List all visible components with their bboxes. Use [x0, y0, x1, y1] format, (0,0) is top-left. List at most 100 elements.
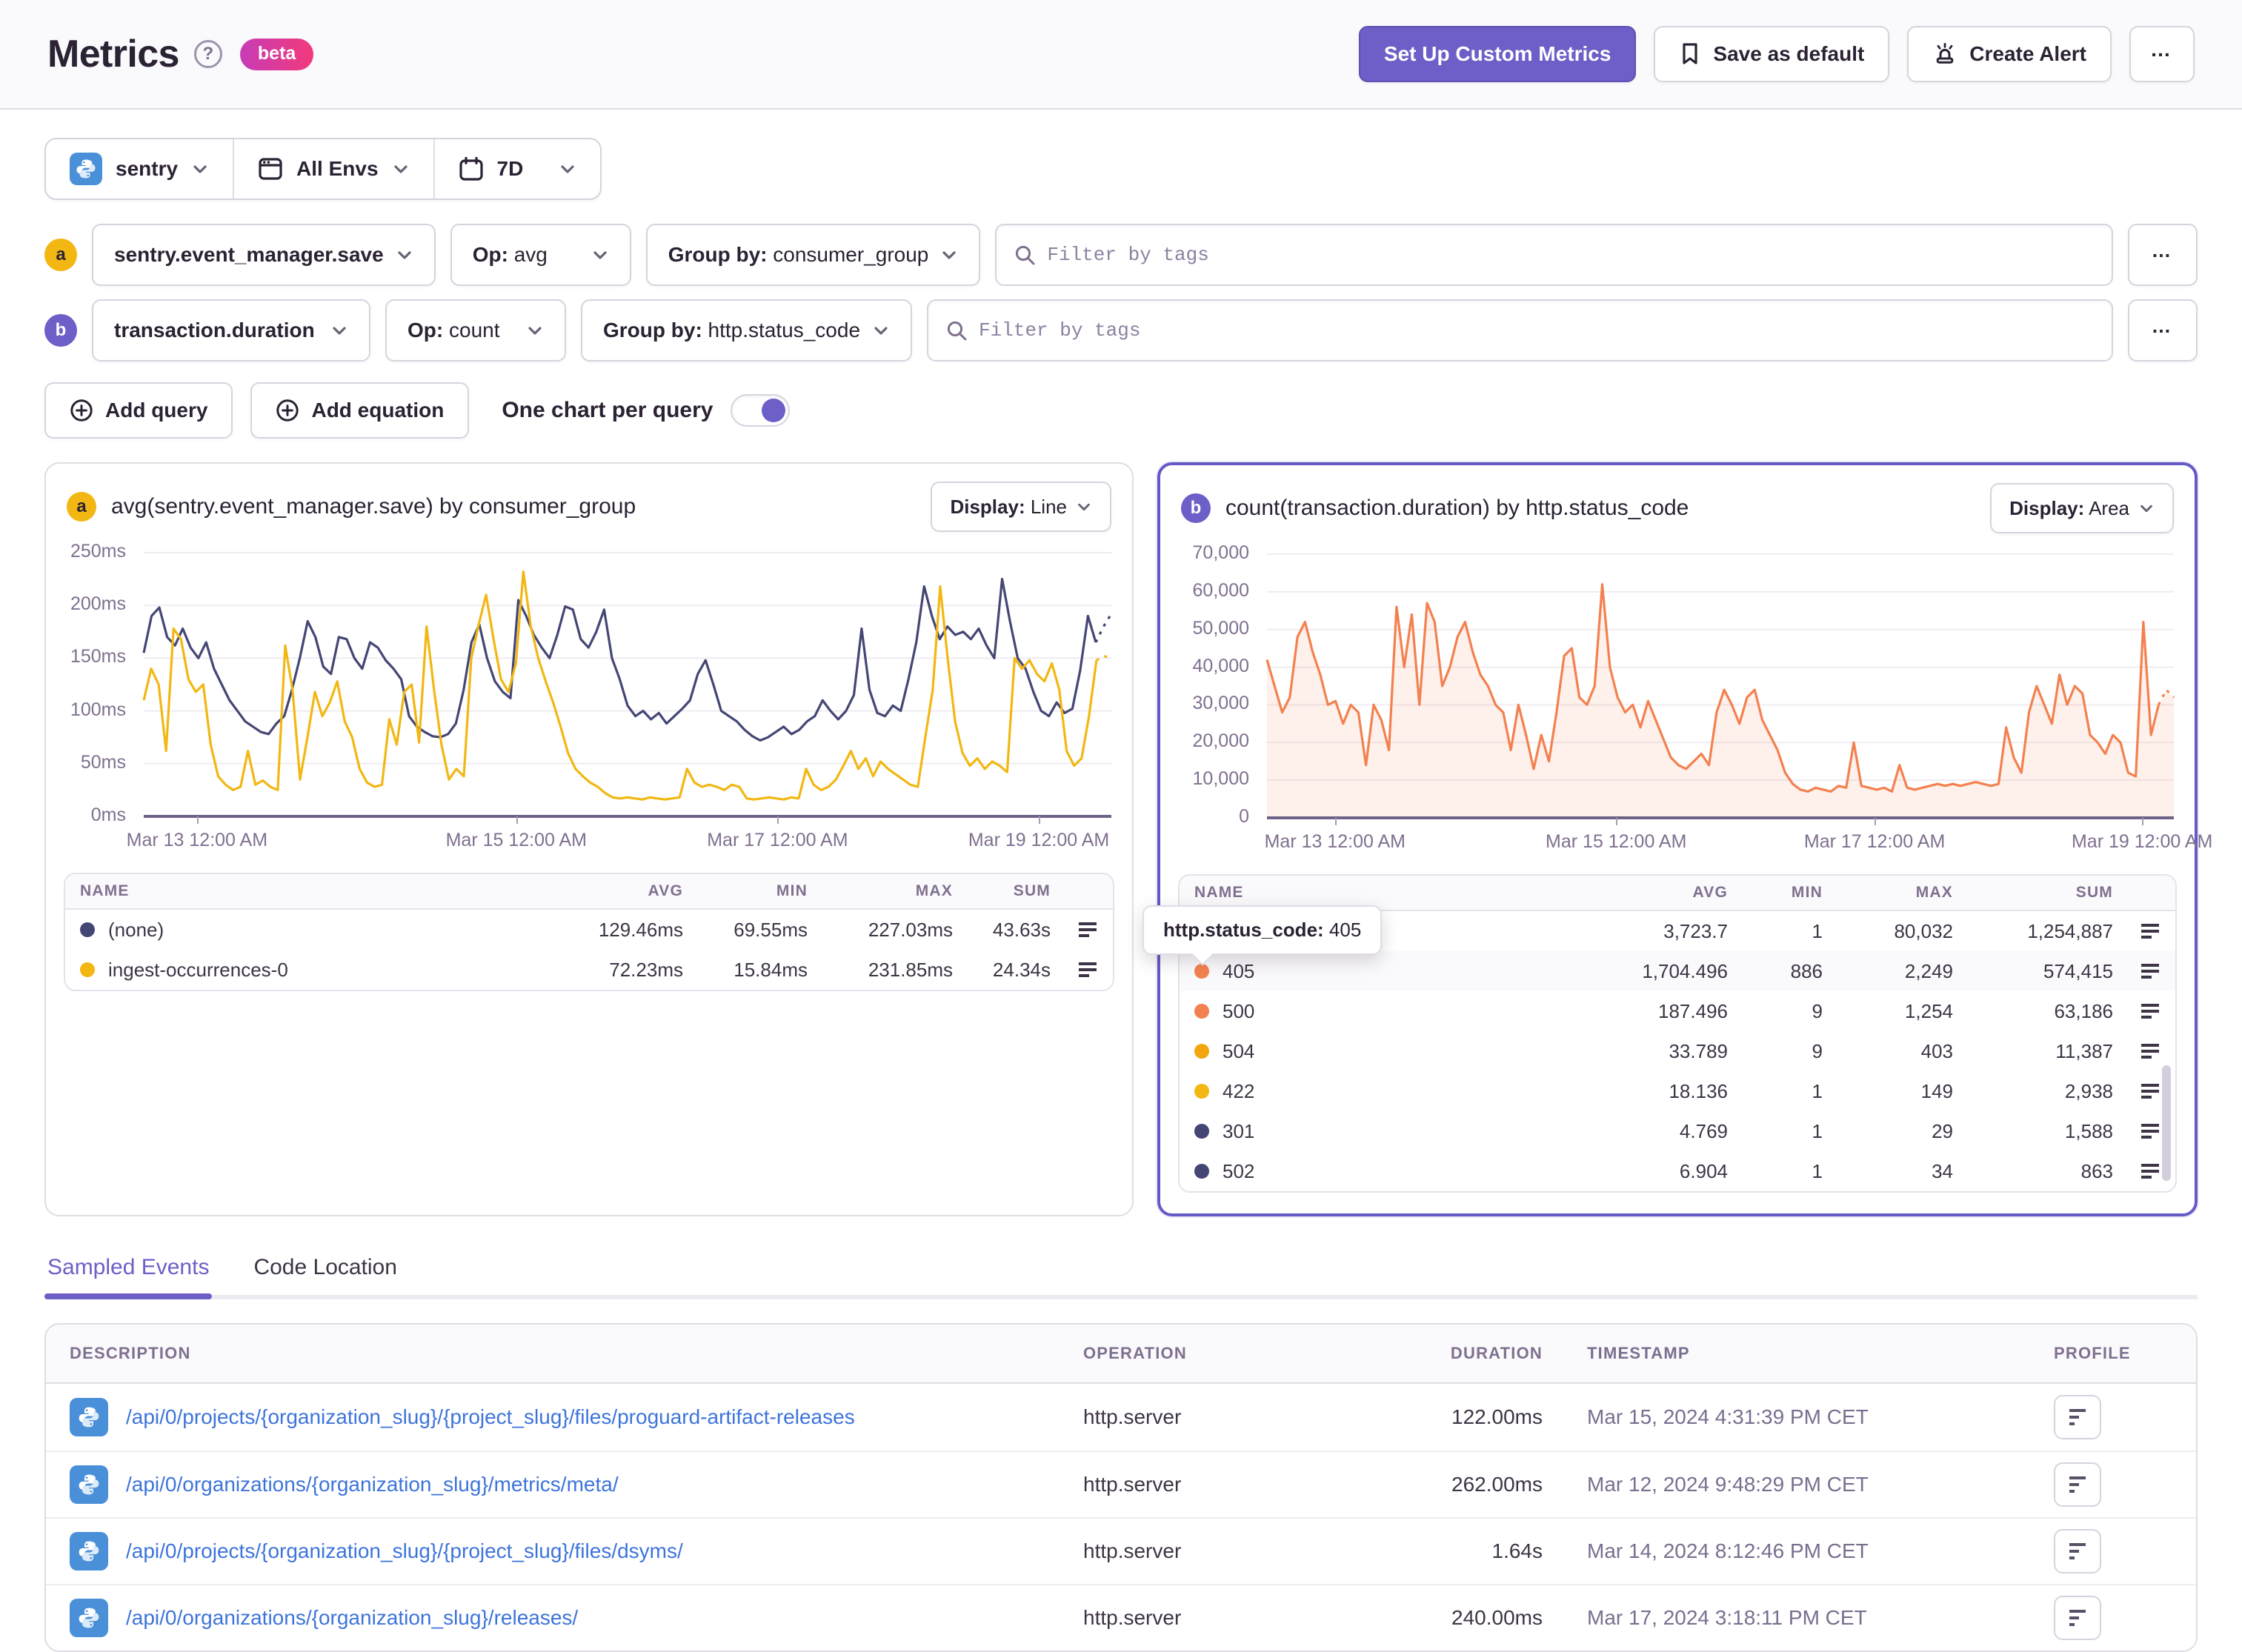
group-by-select-a[interactable]: Group by: consumer_group — [645, 224, 981, 286]
profile-flamechart-icon — [2069, 1543, 2086, 1559]
beta-badge: beta — [239, 38, 314, 70]
query-row-a: a sentry.event_manager.save Op: avg Grou… — [44, 224, 2198, 286]
add-equation-button[interactable]: Add equation — [250, 382, 470, 439]
series-options-icon[interactable] — [2113, 922, 2160, 940]
page-title: Metrics — [47, 33, 179, 76]
op-select-a[interactable]: Op: avg — [450, 224, 631, 286]
chart-b-plot-area[interactable] — [1267, 554, 2174, 818]
tab-sampled-events[interactable]: Sampled Events — [44, 1255, 213, 1299]
chart-panel-a[interactable]: a avg(sentry.event_manager.save) by cons… — [44, 462, 1134, 1216]
series-options-icon[interactable] — [2113, 1042, 2160, 1060]
tab-code-location[interactable]: Code Location — [253, 1255, 397, 1279]
y-tick-label: 150ms — [70, 646, 126, 667]
environment-value: All Envs — [296, 157, 379, 180]
query-row-b: b transaction.duration Op: count Group b… — [44, 299, 2198, 362]
query-actions-row: Add query Add equation One chart per que… — [44, 382, 2198, 439]
environment-selector[interactable]: All Envs — [234, 139, 433, 199]
display-select-a[interactable]: Display: Line — [931, 482, 1111, 532]
chart-b-badge: b — [1181, 493, 1211, 523]
python-project-icon — [70, 1398, 108, 1436]
query-b-more-button[interactable]: … — [2128, 299, 2198, 362]
header-more-button[interactable]: … — [2129, 26, 2195, 82]
table-scrollbar-thumb[interactable] — [2162, 1065, 2171, 1181]
area-chart-b[interactable]: 70,000 60,000 50,000 40,000 30,000 20,000 10,0… — [1175, 542, 2213, 859]
metric-select-a[interactable]: sentry.event_manager.save — [92, 224, 436, 286]
profile-button[interactable] — [2054, 1462, 2101, 1507]
ellipsis-icon: … — [2151, 314, 2175, 337]
summary-header-row: NAME AVG MIN MAX SUM — [65, 874, 1113, 910]
date-range-selector[interactable]: 7D — [435, 139, 601, 199]
add-query-button[interactable]: Add query — [44, 382, 233, 439]
setup-custom-metrics-button[interactable]: Set Up Custom Metrics — [1358, 26, 1637, 82]
profile-button[interactable] — [2054, 1395, 2101, 1439]
event-duration: 1.64s — [1491, 1539, 1543, 1562]
event-description-link[interactable]: /api/0/projects/{organization_slug}/{pro… — [126, 1405, 855, 1428]
display-select-b[interactable]: Display: Area — [1990, 483, 2174, 533]
metric-select-b[interactable]: transaction.duration — [92, 299, 370, 362]
series-name: 502 — [1223, 1159, 1255, 1182]
summary-row[interactable]: 502 6.904 1 34 863 — [1180, 1151, 2175, 1191]
help-icon[interactable]: ? — [193, 40, 222, 68]
y-tick-label: 30,000 — [1192, 693, 1249, 714]
event-duration: 240.00ms — [1451, 1606, 1543, 1629]
summary-row[interactable]: 301 4.769 1 29 1,588 — [1180, 1111, 2175, 1151]
x-tick-mark — [777, 816, 779, 824]
x-tick-mark — [516, 816, 518, 824]
python-project-icon — [70, 1599, 108, 1637]
event-row: /api/0/organizations/{organization_slug}… — [46, 1584, 2196, 1651]
chevron-down-icon — [940, 246, 958, 264]
y-tick-label: 0ms — [90, 805, 126, 826]
series-options-icon[interactable] — [2113, 1002, 2160, 1020]
summary-row[interactable]: 3,723.7 1 80,032 1,254,887 — [1180, 911, 2175, 951]
search-icon — [946, 320, 967, 341]
series-options-icon[interactable] — [1051, 921, 1098, 939]
ellipsis-icon: … — [2151, 239, 2175, 262]
profile-button[interactable] — [2054, 1529, 2101, 1573]
event-timestamp: Mar 12, 2024 9:48:29 PM CET — [1587, 1473, 1869, 1496]
summary-row[interactable]: 405 1,704.496 886 2,249 574,415 — [1180, 951, 2175, 991]
x-tick-mark — [1334, 818, 1337, 825]
event-description-link[interactable]: /api/0/organizations/{organization_slug}… — [126, 1606, 579, 1629]
x-tick-label: Mar 15 12:00 AM — [1546, 831, 1687, 852]
event-description-link[interactable]: /api/0/organizations/{organization_slug}… — [126, 1473, 619, 1496]
series-options-icon[interactable] — [2113, 1122, 2160, 1140]
series-options-icon[interactable] — [2113, 962, 2160, 980]
event-duration: 262.00ms — [1451, 1473, 1543, 1496]
query-a-more-button[interactable]: … — [2128, 224, 2198, 286]
series-options-icon[interactable] — [2113, 1162, 2160, 1180]
one-chart-per-query-toggle[interactable] — [731, 394, 791, 427]
page-header: Metrics ? beta Set Up Custom Metrics Sav… — [0, 0, 2242, 110]
summary-row[interactable]: 504 33.789 9 403 11,387 — [1180, 1031, 2175, 1071]
summary-row[interactable]: 422 18.136 1 149 2,938 — [1180, 1071, 2175, 1111]
tag-filter-input-a[interactable] — [1047, 244, 2094, 266]
x-tick-mark — [1039, 816, 1041, 824]
search-icon — [1014, 244, 1035, 265]
query-a-badge: a — [44, 239, 77, 271]
event-timestamp: Mar 14, 2024 8:12:46 PM CET — [1587, 1539, 1869, 1562]
tag-filter-input-b[interactable] — [979, 319, 2094, 342]
project-selector[interactable]: sentry — [46, 139, 233, 199]
chevron-down-icon — [526, 322, 544, 339]
profile-button[interactable] — [2054, 1596, 2101, 1640]
python-project-icon — [70, 153, 102, 185]
event-operation: http.server — [1083, 1539, 1182, 1562]
calendar-icon — [459, 156, 484, 181]
summary-row[interactable]: 500 187.496 9 1,254 63,186 — [1180, 991, 2175, 1031]
summary-row[interactable]: (none) 129.46ms 69.55ms 227.03ms 43.63s — [65, 910, 1113, 950]
series-color-dot — [80, 922, 95, 937]
tag-filter-a — [995, 224, 2113, 286]
series-options-icon[interactable] — [2113, 1082, 2160, 1100]
line-chart-a[interactable]: 250ms 200ms 150ms 100ms 50ms 0ms Mar 13 12:00… — [61, 541, 1111, 858]
event-description-link[interactable]: /api/0/projects/{organization_slug}/{pro… — [126, 1539, 683, 1562]
chart-panel-b[interactable]: b count(transaction.duration) by http.st… — [1142, 462, 2213, 1216]
op-select-b[interactable]: Op: count — [385, 299, 566, 362]
save-as-default-button[interactable]: Save as default — [1654, 26, 1890, 82]
chart-a-plot-area[interactable] — [144, 553, 1111, 816]
create-alert-button[interactable]: Create Alert — [1907, 26, 2112, 82]
summary-row[interactable]: ingest-occurrences-0 72.23ms 15.84ms 231… — [65, 950, 1113, 990]
series-options-icon[interactable] — [1051, 961, 1098, 979]
alert-siren-icon — [1932, 42, 1957, 66]
group-by-select-b[interactable]: Group by: http.status_code — [581, 299, 913, 362]
x-axis-a: Mar 13 12:00 AM Mar 15 12:00 AM Mar 17 12:… — [127, 816, 1111, 855]
event-row: /api/0/projects/{organization_slug}/{pro… — [46, 1384, 2196, 1451]
